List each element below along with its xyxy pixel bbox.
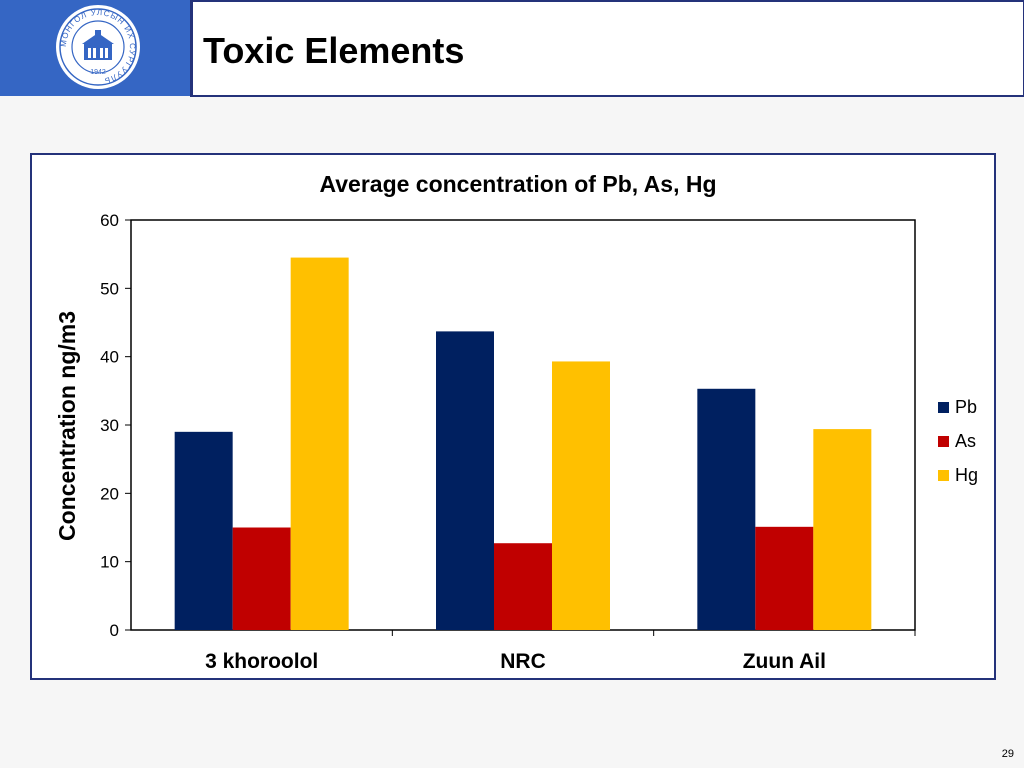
bar-pb bbox=[174, 431, 233, 630]
y-tick-label: 0 bbox=[110, 621, 119, 640]
bar-pb bbox=[697, 388, 756, 630]
bar-hg bbox=[813, 429, 872, 630]
university-seal-icon: 1942 МОНГОЛ УЛСЫН ИХ СУРГУУЛЬ bbox=[56, 5, 140, 89]
y-tick-label: 20 bbox=[100, 484, 119, 503]
bar-hg bbox=[290, 257, 349, 630]
legend-label-pb: Pb bbox=[955, 397, 977, 417]
logo-year: 1942 bbox=[90, 69, 106, 76]
y-tick-label: 30 bbox=[100, 416, 119, 435]
legend-swatch-hg bbox=[938, 470, 949, 481]
y-tick-label: 60 bbox=[100, 211, 119, 230]
bar-as bbox=[755, 526, 814, 630]
plot-area: 0 10 20 30 40 50 60 3 khoroolol NRC Zuun Ail bbox=[100, 211, 916, 673]
legend-swatch-pb bbox=[938, 402, 949, 413]
header-logo-panel: 1942 МОНГОЛ УЛСЫН ИХ СУРГУУЛЬ bbox=[0, 0, 190, 96]
y-tick-label: 10 bbox=[100, 553, 119, 572]
legend-label-as: As bbox=[955, 431, 976, 451]
slide-title: Toxic Elements bbox=[203, 30, 465, 71]
bar-pb bbox=[436, 331, 494, 630]
y-tick-label: 40 bbox=[100, 348, 119, 367]
legend-swatch-as bbox=[938, 436, 949, 447]
header-title-panel: Toxic Elements bbox=[190, 0, 1024, 97]
x-tick-label: Zuun Ail bbox=[743, 650, 826, 673]
legend: Pb As Hg bbox=[938, 397, 978, 485]
bar-as bbox=[232, 527, 291, 630]
page-number: 29 bbox=[1001, 748, 1014, 760]
y-axis-label: Concentration ng/m3 bbox=[54, 311, 80, 541]
chart-title: Average concentration of Pb, As, Hg bbox=[319, 171, 716, 197]
x-tick-label: NRC bbox=[500, 650, 546, 673]
y-tick-label: 50 bbox=[100, 279, 119, 298]
legend-label-hg: Hg bbox=[955, 465, 978, 485]
bar-hg bbox=[552, 361, 610, 630]
chart-frame: Average concentration of Pb, As, Hg Conc… bbox=[30, 153, 996, 680]
bar-as bbox=[494, 543, 552, 630]
bar-chart: Average concentration of Pb, As, Hg Conc… bbox=[54, 171, 978, 673]
x-tick-label: 3 khoroolol bbox=[205, 650, 318, 673]
